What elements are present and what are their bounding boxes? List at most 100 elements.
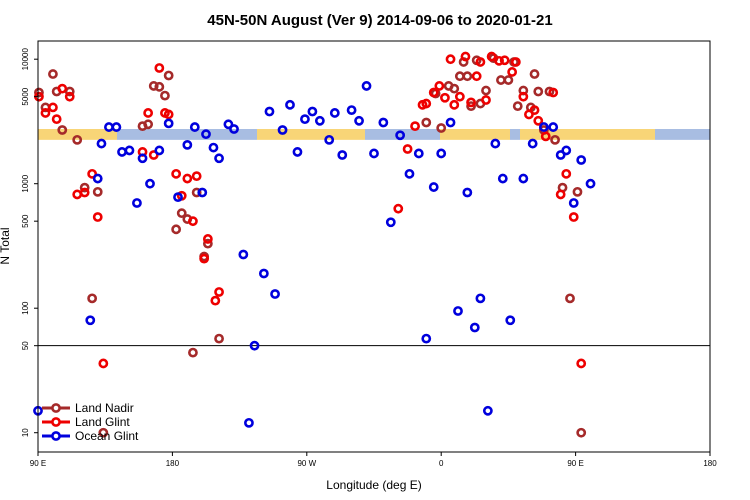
point-land-nadir	[421, 117, 432, 128]
point-ocean-glint	[249, 340, 260, 351]
point-ocean-glint	[428, 182, 439, 192]
band-segment-land	[440, 129, 510, 140]
point-land-glint	[191, 171, 202, 182]
point-land-glint	[481, 95, 491, 105]
point-ocean-glint	[145, 178, 155, 189]
point-ocean-glint	[395, 130, 406, 141]
point-land-glint	[518, 91, 529, 102]
point-land-nadir	[72, 134, 83, 145]
point-land-nadir	[34, 87, 44, 98]
y-tick-label: 1000	[21, 174, 30, 192]
point-ocean-glint	[436, 148, 447, 159]
point-land-glint	[471, 71, 482, 82]
point-land-glint	[98, 358, 109, 369]
point-ocean-glint	[538, 122, 549, 132]
point-land-nadir	[163, 70, 174, 81]
point-land-nadir	[176, 208, 187, 219]
point-land-glint	[79, 187, 90, 198]
y-tick-label: 100	[21, 301, 30, 315]
point-land-glint	[555, 189, 566, 200]
point-land-glint	[533, 115, 544, 126]
point-land-glint	[92, 212, 103, 222]
point-ocean-glint	[469, 322, 480, 333]
x-tick-label: 180	[166, 459, 180, 468]
point-land-nadir	[188, 347, 198, 358]
point-land-nadir	[98, 427, 109, 438]
point-land-glint	[199, 253, 210, 264]
point-land-nadir	[171, 224, 182, 235]
point-ocean-glint	[475, 293, 486, 304]
point-land-glint	[568, 212, 579, 222]
point-land-glint	[51, 114, 62, 125]
point-land-glint	[154, 63, 165, 73]
point-ocean-glint	[307, 106, 318, 117]
point-ocean-glint	[361, 81, 372, 91]
point-land-nadir	[48, 69, 58, 79]
point-ocean-glint	[548, 122, 559, 132]
chart-title: 45N-50N August (Ver 9) 2014-09-06 to 202…	[207, 12, 552, 29]
point-ocean-glint	[189, 122, 200, 132]
point-ocean-glint	[518, 173, 529, 184]
point-land-glint	[507, 67, 518, 77]
legend-marker-land-nadir	[51, 403, 61, 413]
point-land-glint	[87, 168, 98, 179]
point-land-glint	[466, 97, 476, 108]
point-land-nadir	[550, 134, 560, 145]
point-land-nadir	[496, 75, 506, 85]
point-ocean-glint	[92, 173, 103, 184]
point-ocean-glint	[413, 148, 424, 159]
point-land-glint	[540, 131, 551, 142]
legend-marker-ocean-glint	[51, 431, 61, 441]
point-land-nadir	[462, 71, 473, 82]
point-land-glint	[72, 189, 83, 200]
point-ocean-glint	[223, 119, 234, 130]
point-ocean-glint	[585, 178, 596, 189]
point-ocean-glint	[137, 153, 148, 164]
point-land-glint	[440, 92, 450, 103]
point-ocean-glint	[445, 117, 456, 128]
x-tick-label: 180	[703, 459, 717, 468]
point-land-nadir	[92, 186, 103, 197]
point-land-glint	[494, 55, 504, 66]
point-ocean-glint	[132, 198, 142, 208]
point-ocean-glint	[561, 145, 572, 156]
y-tick-label: 50	[21, 341, 30, 350]
point-ocean-glint	[462, 187, 473, 198]
x-tick-label: 90 E	[30, 459, 46, 468]
point-land-nadir	[79, 182, 90, 193]
x-tick-label: 0	[439, 459, 444, 468]
x-axis: 90 E 180 90 W 0 90 E 180	[30, 452, 717, 468]
point-land-nadir	[572, 186, 583, 197]
point-land-nadir	[466, 101, 476, 112]
point-ocean-glint	[346, 105, 357, 116]
point-land-glint	[529, 105, 540, 116]
point-land-glint	[393, 203, 404, 214]
point-land-glint	[163, 109, 174, 120]
point-ocean-glint	[117, 147, 127, 157]
point-land-glint	[57, 83, 68, 94]
point-ocean-glint	[197, 187, 208, 198]
point-land-glint	[548, 87, 559, 98]
point-ocean-glint	[292, 147, 303, 157]
y-tick-label: 10000	[21, 48, 30, 71]
x-axis-label: Longitude (deg E)	[326, 478, 421, 492]
band-segment-land	[38, 129, 117, 140]
band-segment-land	[257, 129, 365, 140]
point-ocean-glint	[329, 108, 340, 118]
y-axis-label: N Total	[0, 227, 12, 264]
point-ocean-glint	[229, 124, 239, 134]
point-ocean-glint	[104, 122, 114, 132]
point-ocean-glint	[111, 122, 122, 132]
point-ocean-glint	[264, 106, 275, 117]
y-axis: 10 50 100 500 1000 5000 10000	[21, 48, 38, 437]
point-ocean-glint	[238, 249, 249, 260]
point-land-nadir	[148, 81, 159, 91]
point-ocean-glint	[314, 115, 325, 126]
point-ocean-glint	[214, 153, 224, 164]
point-ocean-glint	[497, 173, 508, 184]
point-land-glint	[510, 57, 521, 67]
point-ocean-glint	[124, 145, 135, 156]
point-land-glint	[410, 121, 420, 132]
